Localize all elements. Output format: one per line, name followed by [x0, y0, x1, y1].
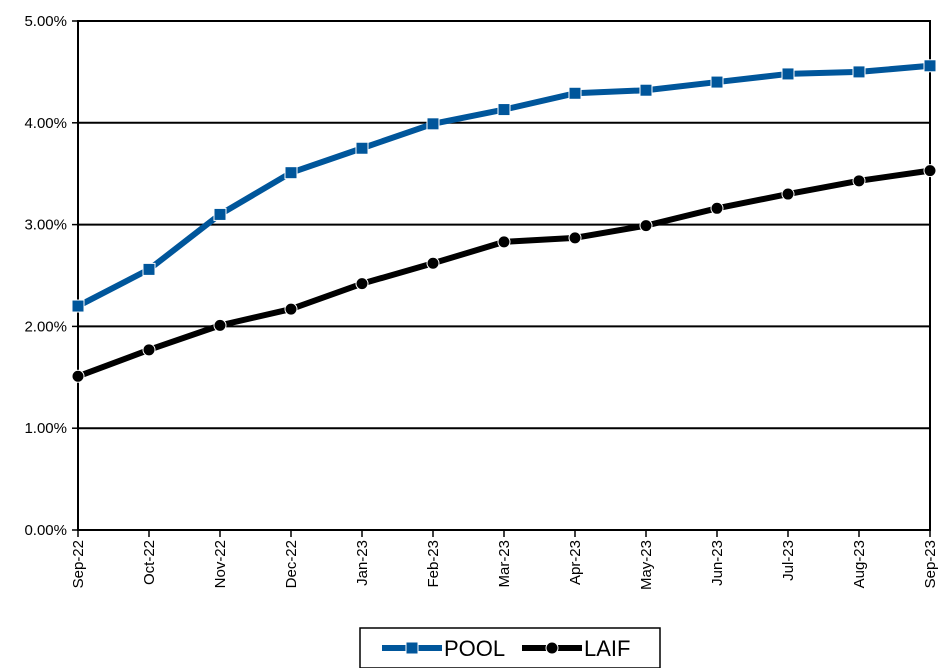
data-point — [852, 65, 866, 79]
x-tick-label: Mar-23 — [496, 540, 513, 588]
data-point — [639, 83, 653, 97]
legend-marker — [545, 641, 559, 655]
plot-area-border — [77, 20, 931, 531]
x-tick-label: Jul-23 — [780, 540, 797, 581]
data-point — [426, 256, 440, 270]
legend-label: POOL — [444, 636, 505, 661]
data-point — [213, 207, 227, 221]
series-laif — [71, 164, 937, 383]
data-point — [355, 141, 369, 155]
x-tick-label: Jan-23 — [354, 540, 371, 586]
data-point — [284, 166, 298, 180]
legend: POOL LAIF — [359, 627, 661, 668]
y-tick-label: 2.00% — [24, 318, 67, 335]
data-point — [781, 67, 795, 81]
x-tick-label: Dec-22 — [283, 540, 300, 588]
series-pool — [71, 59, 937, 313]
x-tick-label: Aug-23 — [851, 540, 868, 588]
y-tick-label: 3.00% — [24, 217, 67, 234]
data-point — [142, 343, 156, 357]
x-tick-label: Oct-22 — [141, 540, 158, 585]
data-point — [71, 369, 85, 383]
legend-marker — [405, 641, 419, 655]
legend-label: LAIF — [584, 636, 630, 661]
data-point — [639, 219, 653, 233]
legend-entry-pool: POOL — [382, 636, 505, 661]
x-tick-label: Sep-23 — [922, 540, 939, 588]
data-point — [710, 201, 724, 215]
y-tick-label: 4.00% — [24, 115, 67, 132]
y-tick-label: 0.00% — [24, 522, 67, 539]
data-point — [355, 277, 369, 291]
x-tick-label: Feb-23 — [425, 540, 442, 588]
x-tick-label: Apr-23 — [567, 540, 584, 585]
x-tick-label: Sep-22 — [70, 540, 87, 588]
data-point — [284, 302, 298, 316]
y-tick-label: 1.00% — [24, 420, 67, 437]
data-point — [568, 86, 582, 100]
x-axis-tick-labels: Sep-22 Oct-22 Nov-22 Dec-22 Jan-23 Feb-23 Mar-… — [70, 530, 939, 590]
data-point — [497, 235, 511, 249]
data-point — [213, 318, 227, 332]
series-line-laif — [76, 167, 931, 380]
data-point — [568, 231, 582, 245]
data-point — [426, 117, 440, 131]
data-point — [923, 59, 937, 73]
x-tick-label: Jun-23 — [709, 540, 726, 586]
data-point — [142, 262, 156, 276]
data-point — [497, 103, 511, 117]
series-lines — [71, 59, 937, 383]
x-tick-label: May-23 — [638, 540, 655, 590]
series-line-pool — [76, 62, 931, 309]
data-point — [852, 174, 866, 188]
y-tick-label: 5.00% — [24, 13, 67, 30]
x-tick-label: Nov-22 — [212, 540, 229, 588]
data-point — [781, 187, 795, 201]
data-point — [923, 164, 937, 178]
gridlines — [72, 20, 930, 531]
y-axis-tick-labels: 0.00% 1.00% 2.00% 3.00% 4.00% 5.00% — [24, 13, 67, 539]
data-point — [710, 75, 724, 89]
data-point — [71, 299, 85, 313]
legend-entry-laif: LAIF — [522, 636, 630, 661]
